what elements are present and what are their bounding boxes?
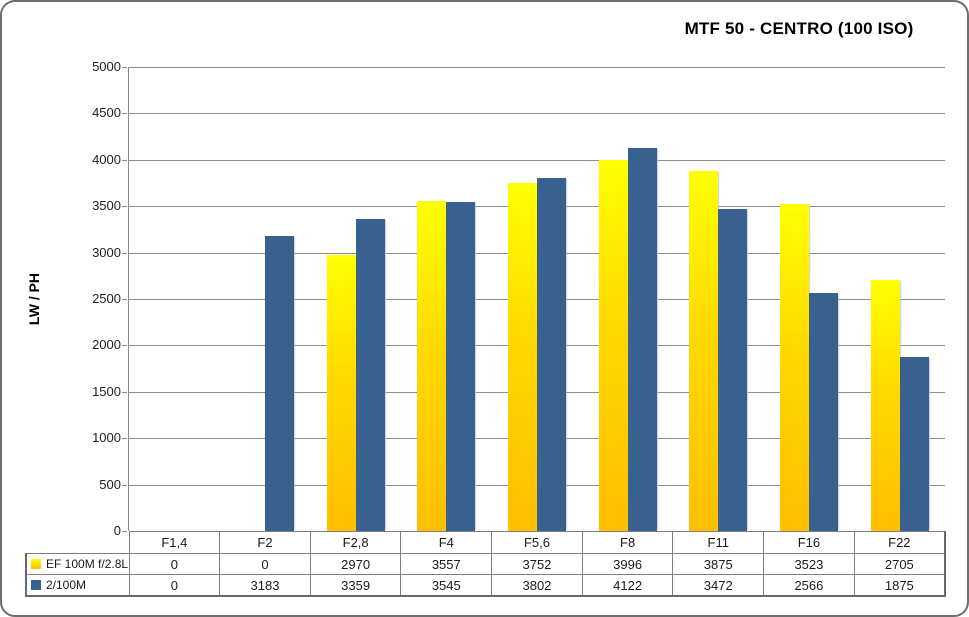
y-axis-title: LW / PH <box>22 67 46 531</box>
bar <box>689 171 718 531</box>
bar <box>356 219 385 531</box>
bar <box>327 255 356 531</box>
y-axis-tick-label: 2500 <box>92 291 121 306</box>
value-cell: 3545 <box>400 574 493 597</box>
bar <box>537 178 566 531</box>
chart-title: MTF 50 - CENTRO (100 ISO) <box>684 19 914 38</box>
value-cell: 0 <box>128 553 221 575</box>
bar <box>446 202 475 531</box>
bar <box>599 160 628 531</box>
category-header-cell: F5,6 <box>491 531 583 554</box>
data-table: F1,4 F2 F2,8 F4 F5,6 F8 F11 F16 F22 EF 100M f/2.8… <box>25 531 946 597</box>
bar <box>265 236 294 531</box>
table-row: 2/100M 0 3183 3359 3545 3802 4122 3472 2566 1875 <box>25 574 946 597</box>
legend-cell: 2/100M <box>25 574 130 597</box>
y-axis-tick-label: 4500 <box>92 105 121 120</box>
category-header-cell: F4 <box>400 531 493 554</box>
bar <box>780 204 809 531</box>
value-cell: 3359 <box>309 574 402 597</box>
value-cell: 3557 <box>400 553 493 575</box>
series-name: 2/100M <box>46 578 87 592</box>
series-color-swatch <box>31 559 41 569</box>
bar <box>871 280 900 531</box>
category-header-cell: F16 <box>763 531 855 554</box>
value-cell: 2970 <box>309 553 402 575</box>
y-axis-tick <box>122 531 127 532</box>
legend-cell: EF 100M f/2.8L <box>25 553 130 575</box>
y-axis-tick <box>122 113 127 114</box>
value-cell: 3752 <box>491 553 583 575</box>
y-axis-tick-label: 4000 <box>92 152 121 167</box>
bar <box>417 201 446 531</box>
value-cell: 1875 <box>853 574 946 597</box>
value-cell: 3183 <box>219 574 311 597</box>
category-header-cell: F1,4 <box>128 531 221 554</box>
value-cell: 4122 <box>581 574 674 597</box>
value-cell: 3472 <box>672 574 765 597</box>
value-cell: 0 <box>128 574 221 597</box>
y-axis-tick-label: 1000 <box>92 430 121 445</box>
series-color-swatch <box>31 580 41 590</box>
y-axis-tick-label: 1500 <box>92 384 121 399</box>
category-header-cell: F8 <box>581 531 674 554</box>
y-axis-tick <box>122 392 127 393</box>
bar <box>508 183 537 531</box>
y-axis-tick <box>122 299 127 300</box>
y-axis-tick <box>122 345 127 346</box>
gridline <box>129 113 945 114</box>
y-axis-tick <box>122 485 127 486</box>
y-axis-tick-label: 5000 <box>92 59 121 74</box>
y-axis-tick <box>122 206 127 207</box>
value-cell: 3996 <box>581 553 674 575</box>
table-corner-cell <box>26 532 129 554</box>
y-axis-tick-label: 3000 <box>92 245 121 260</box>
category-header-cell: F22 <box>853 531 946 554</box>
value-cell: 3802 <box>491 574 583 597</box>
y-axis-tick-label: 3500 <box>92 198 121 213</box>
y-axis-tick-label: 0 <box>113 523 121 538</box>
category-header-cell: F2,8 <box>309 531 402 554</box>
y-axis-tick <box>122 160 127 161</box>
bar <box>809 293 838 531</box>
value-cell: 3523 <box>763 553 855 575</box>
y-axis-tick <box>122 67 127 68</box>
gridline <box>129 67 945 68</box>
bar <box>900 357 929 531</box>
category-header-cell: F11 <box>672 531 765 554</box>
gridline <box>129 160 945 161</box>
y-axis-tick <box>122 253 127 254</box>
value-cell: 3875 <box>672 553 765 575</box>
y-axis-tick-label: 500 <box>99 477 121 492</box>
plot-area <box>128 67 945 531</box>
series-name: EF 100M f/2.8L <box>46 557 129 571</box>
bar <box>718 209 747 531</box>
value-cell: 2705 <box>853 553 946 575</box>
table-row: EF 100M f/2.8L 0 0 2970 3557 3752 3996 3875 3523… <box>25 553 946 575</box>
value-cell: 2566 <box>763 574 855 597</box>
y-axis-tick-label: 2000 <box>92 337 121 352</box>
value-cell: 0 <box>219 553 311 575</box>
y-axis-title-text: LW / PH <box>26 272 42 326</box>
y-axis-tick <box>122 438 127 439</box>
bar <box>628 148 657 531</box>
category-header-cell: F2 <box>219 531 311 554</box>
